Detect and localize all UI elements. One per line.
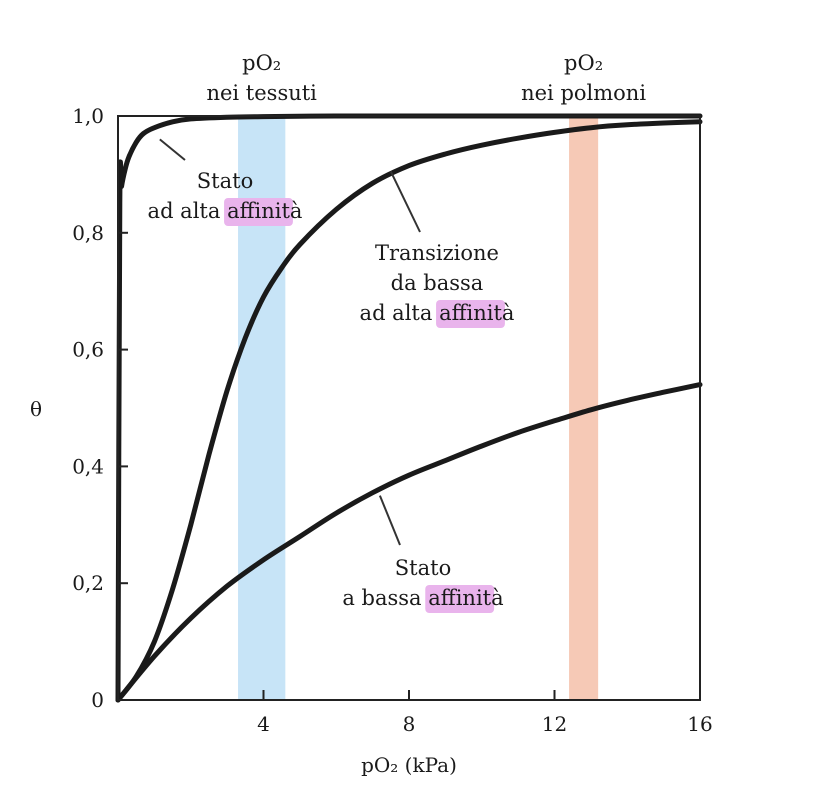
annotation-1-highlight [436, 300, 505, 328]
annotation-1-last-line: ad alta affinità [360, 301, 515, 325]
annotation-0-line-0: Stato [197, 169, 253, 193]
annotation-2-last-line: a bassa affinità [342, 586, 503, 610]
x-tick-label: 4 [257, 712, 270, 736]
annotation-2-line-0: Stato [395, 556, 451, 580]
annotation-0-highlight-word: affinit [227, 199, 290, 223]
curve-series-2 [115, 382, 703, 703]
y-tick-label: 0,6 [72, 338, 104, 362]
band-label-0-line2: nei tessuti [206, 81, 317, 105]
annotation-1-suffix: à [502, 301, 515, 325]
annotation-1-pointer [389, 171, 421, 233]
annotation-2-pointer [378, 495, 401, 546]
annotation-1-line-0: Transizione [375, 241, 499, 265]
annotation-0-prefix: ad alta [148, 199, 228, 223]
y-tick-label: 0,4 [72, 454, 104, 478]
y-axis-label: θ [30, 397, 42, 421]
annotation-2-prefix: a bassa [342, 586, 428, 610]
annotations-layer: pO₂ nei tessuti pO₂ nei polmoni Stato ad alta… [148, 51, 646, 613]
band-label-0-line1: pO₂ [242, 51, 281, 75]
x-tick-label: 8 [403, 712, 416, 736]
annotation-1: Transizione da bassa ad alta affinità [360, 241, 515, 328]
band-label-1-line2: nei polmoni [521, 81, 646, 105]
x-axis-label: pO₂ (kPa) [361, 753, 457, 777]
annotation-2-highlight-word: affinit [428, 586, 491, 610]
y-tick-label: 1,0 [72, 104, 104, 128]
annotation-1-prefix: ad alta [360, 301, 440, 325]
ticks-layer: 4 8 12 16 0 0,2 0,4 0,6 0,8 1,0 [72, 104, 713, 736]
y-tick-label: 0,8 [72, 221, 104, 245]
annotation-2-suffix: à [491, 586, 504, 610]
annotation-1-line-1: da bassa [391, 271, 484, 295]
annotation-2-highlight [425, 585, 495, 613]
y-tick-label: 0 [91, 688, 104, 712]
annotation-0-suffix: à [290, 199, 303, 223]
annotation-0-pointer [159, 138, 186, 161]
annotation-0: Stato ad alta affinità [148, 169, 303, 226]
annotation-0-highlight [224, 198, 293, 226]
annotation-2: Stato a bassa affinità [342, 556, 504, 613]
x-tick-label: 12 [542, 712, 567, 736]
x-tick-label: 16 [687, 712, 712, 736]
curve-series-1 [115, 119, 703, 703]
band-label-1-line1: pO₂ [564, 51, 603, 75]
annotation-0-last-line: ad alta affinità [148, 199, 303, 223]
annotation-1-highlight-word: affinit [439, 301, 502, 325]
y-tick-label: 0,2 [72, 571, 104, 595]
